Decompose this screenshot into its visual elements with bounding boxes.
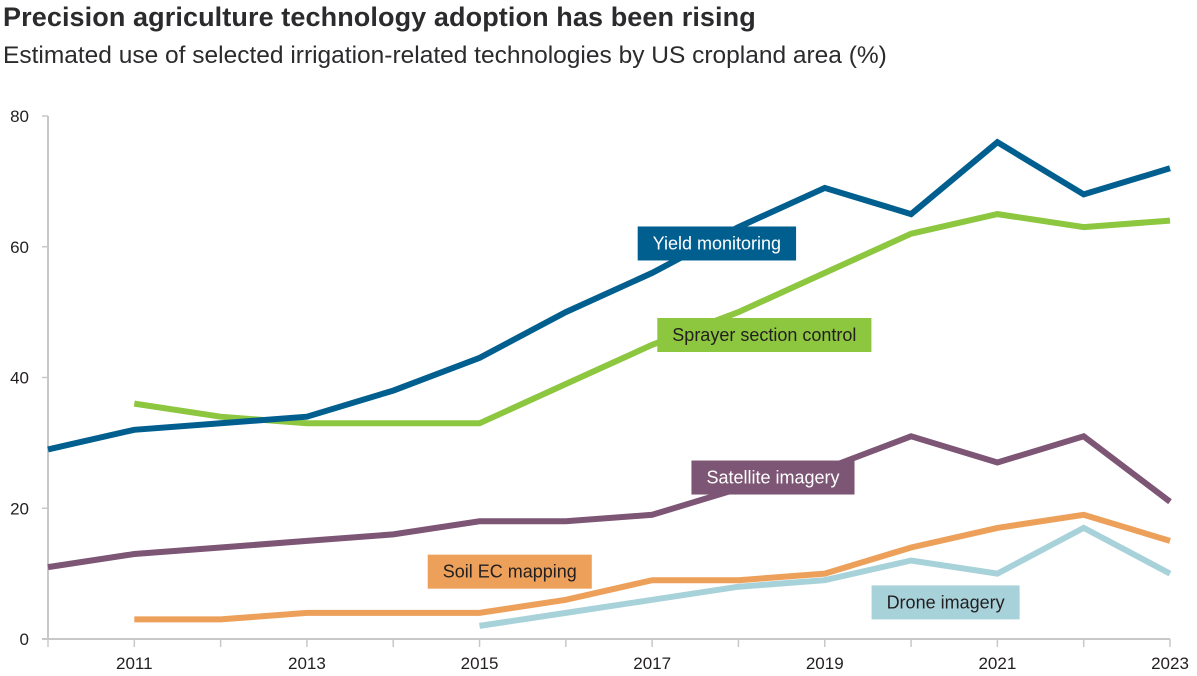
x-tick-label: 2023 bbox=[1151, 654, 1189, 673]
series-line-yield-monitoring bbox=[47, 138, 1171, 453]
series-label-box bbox=[427, 554, 592, 589]
series-line-soil-ec-mapping bbox=[134, 511, 1171, 623]
series-label-sprayer-section-control: Sprayer section control bbox=[657, 318, 872, 353]
series-label-box bbox=[871, 585, 1020, 620]
series-label-text: Sprayer section control bbox=[672, 325, 856, 345]
series-line-satellite-imagery bbox=[47, 432, 1172, 571]
x-tick-label: 2013 bbox=[288, 654, 326, 673]
y-tick-label: 60 bbox=[10, 238, 29, 257]
y-tick-label: 80 bbox=[10, 107, 29, 126]
series-label-box bbox=[657, 318, 872, 353]
series-label-text: Soil EC mapping bbox=[443, 562, 577, 582]
series-label-box bbox=[691, 460, 855, 495]
series-line-drone-imagery bbox=[479, 524, 1172, 629]
series-lines bbox=[47, 138, 1172, 629]
x-tick-label: 2017 bbox=[633, 654, 671, 673]
x-tick-label: 2011 bbox=[116, 654, 153, 673]
axes: 0 20 40 60 80 2011 2013 2015 2017 2019 2021 2023 bbox=[10, 107, 1189, 673]
y-tick-label: 40 bbox=[10, 369, 29, 388]
y-tick-label: 0 bbox=[20, 630, 29, 649]
x-tick-label: 2021 bbox=[978, 654, 1016, 673]
series-label-text: Satellite imagery bbox=[706, 468, 839, 488]
chart-title: Precision agriculture technology adoptio… bbox=[3, 2, 756, 32]
x-tick-label: 2019 bbox=[806, 654, 844, 673]
y-tick-label: 20 bbox=[10, 499, 29, 518]
series-label-text: Drone imagery bbox=[887, 592, 1005, 612]
series-labels: Yield monitoring Sprayer section control S… bbox=[427, 226, 1020, 620]
x-tick-label: 2015 bbox=[461, 654, 499, 673]
series-label-soil-ec-mapping: Soil EC mapping bbox=[427, 554, 592, 589]
series-line-sprayer-section-control bbox=[133, 211, 1171, 427]
chart-subtitle: Estimated use of selected irrigation-rel… bbox=[3, 42, 887, 69]
series-label-satellite-imagery: Satellite imagery bbox=[691, 460, 855, 495]
series-label-text: Yield monitoring bbox=[653, 233, 781, 253]
series-label-yield-monitoring: Yield monitoring bbox=[637, 226, 797, 261]
series-label-box bbox=[637, 226, 797, 261]
series-label-drone-imagery: Drone imagery bbox=[871, 585, 1020, 620]
